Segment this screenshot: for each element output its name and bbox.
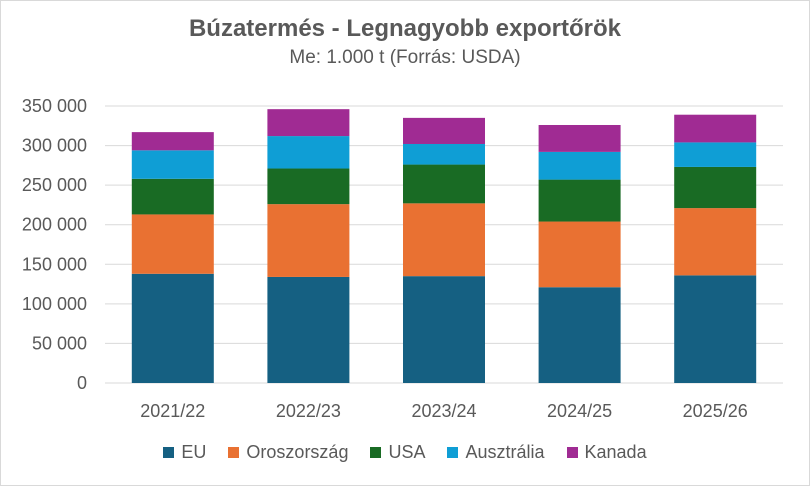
legend-item: EU (163, 442, 206, 463)
bar-segment (131, 214, 214, 274)
bar-segment (267, 204, 350, 277)
bar-segment (267, 136, 350, 169)
bar-segment (131, 178, 214, 215)
y-tick-label: 350 000 (22, 96, 87, 116)
legend-label: Oroszország (246, 442, 349, 462)
bar-segment (538, 124, 621, 152)
bar-segment (131, 150, 214, 179)
y-tick-label: 50 000 (32, 333, 87, 353)
x-tick-label: 2025/26 (683, 401, 748, 421)
bar-segment (674, 142, 757, 167)
bar-segment (403, 276, 485, 383)
y-tick-label: 150 000 (22, 254, 87, 274)
bar-segment (131, 132, 214, 151)
bar-segment (403, 143, 485, 165)
bar-segment (538, 179, 621, 222)
bar-segment (403, 117, 485, 144)
legend-swatch (566, 447, 578, 458)
bar-segment (538, 151, 621, 180)
bar-segment (538, 221, 621, 288)
legend: EU Oroszország USA Ausztrália Kanada (1, 442, 809, 463)
y-tick-label: 300 000 (22, 136, 87, 156)
x-tick-label: 2024/25 (547, 401, 612, 421)
legend-swatch (447, 447, 459, 458)
bar-segment (674, 208, 757, 276)
legend-item: Kanada (566, 442, 647, 463)
bar-segment (538, 287, 621, 383)
chart-subtitle: Me: 1.000 t (Forrás: USDA) (289, 47, 521, 68)
legend-swatch (163, 447, 175, 458)
legend-label: Kanada (584, 442, 647, 462)
legend-item: Ausztrália (447, 442, 545, 463)
bar-segment (267, 109, 350, 137)
bar-segment (403, 203, 485, 277)
legend-swatch (228, 447, 240, 458)
y-tick-label: 200 000 (22, 215, 87, 235)
y-tick-label: 250 000 (22, 175, 87, 195)
bar-segment (674, 166, 757, 209)
x-tick-label: 2022/23 (276, 401, 341, 421)
bar-segment (131, 273, 214, 383)
bar-segment (674, 275, 757, 383)
bar-segment (403, 164, 485, 204)
chart-title: Búzatermés - Legnagyobb exportőrök (188, 15, 622, 42)
legend-label: USA (388, 442, 426, 462)
bar-segment (267, 168, 350, 205)
legend-label: EU (181, 442, 207, 462)
bar-segment (267, 276, 350, 383)
x-tick-label: 2021/22 (140, 401, 205, 421)
legend-item: Oroszország (228, 442, 348, 463)
y-tick-label: 0 (77, 373, 87, 393)
legend-label: Ausztrália (465, 442, 545, 462)
y-tick-label: 100 000 (22, 294, 87, 314)
legend-swatch (370, 447, 382, 458)
legend-item: USA (370, 442, 425, 463)
bar-segment (674, 114, 757, 143)
x-tick-label: 2023/24 (411, 401, 476, 421)
